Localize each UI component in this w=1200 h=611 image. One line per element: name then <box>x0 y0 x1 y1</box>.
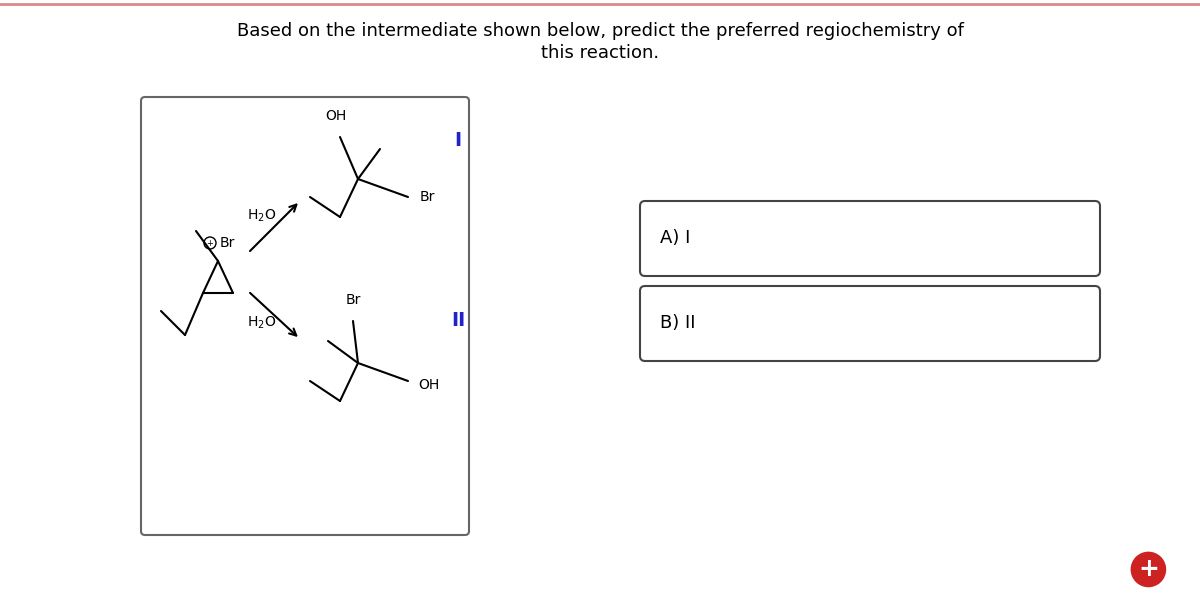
Text: OH: OH <box>418 378 439 392</box>
Text: H$_2$O: H$_2$O <box>247 315 277 331</box>
FancyBboxPatch shape <box>640 201 1100 276</box>
FancyBboxPatch shape <box>142 97 469 535</box>
Text: I: I <box>455 131 462 150</box>
Text: Br: Br <box>220 236 235 250</box>
Text: A) I: A) I <box>660 229 690 247</box>
Text: this reaction.: this reaction. <box>541 44 659 62</box>
Text: OH: OH <box>325 109 347 123</box>
Text: +: + <box>206 238 214 247</box>
Text: Br: Br <box>346 293 361 307</box>
Circle shape <box>1132 552 1165 587</box>
Text: Based on the intermediate shown below, predict the preferred regiochemistry of: Based on the intermediate shown below, p… <box>236 22 964 40</box>
Text: H$_2$O: H$_2$O <box>247 208 277 224</box>
Text: B) II: B) II <box>660 314 696 332</box>
FancyBboxPatch shape <box>640 286 1100 361</box>
Text: +: + <box>1138 557 1159 582</box>
Text: Br: Br <box>420 190 436 204</box>
Text: II: II <box>451 312 466 331</box>
